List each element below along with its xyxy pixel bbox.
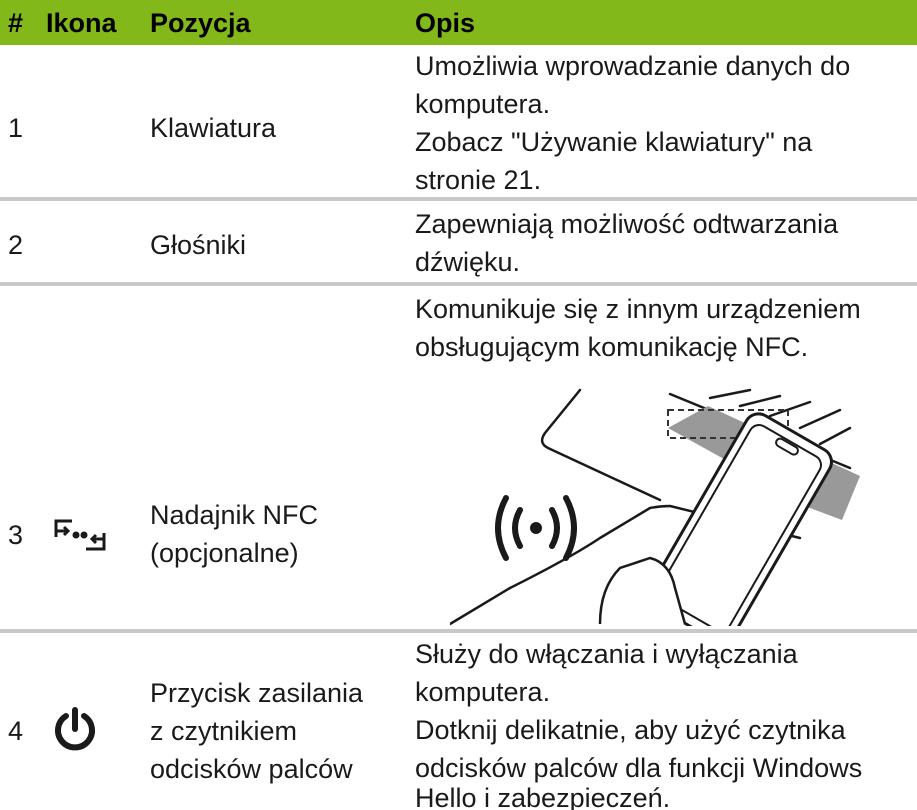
description: odcisków palców dla funkcji Windows — [415, 753, 863, 783]
description: Służy do włączania i wyłączania — [415, 639, 798, 669]
description: stronie 21. — [415, 165, 542, 195]
description: Zapewniają możliwość odtwarzania — [415, 209, 839, 239]
header-cell: Ikona — [46, 8, 117, 38]
description: Umożliwia wprowadzanie danych do — [415, 51, 851, 81]
row-separator — [0, 197, 917, 201]
header-cell: Opis — [415, 8, 476, 38]
position: Nadajnik NFC — [150, 500, 319, 530]
position: Klawiatura — [150, 113, 277, 143]
row-number: 4 — [8, 716, 24, 746]
nfc-icon — [54, 519, 106, 551]
position: (opcjonalne) — [150, 538, 299, 568]
position: z czytnikiem — [150, 716, 298, 746]
position: Głośniki — [150, 230, 247, 260]
description: komputera. — [415, 677, 551, 707]
description: Zobacz "Używanie klawiatury" na — [415, 127, 813, 157]
row-separator — [0, 629, 917, 633]
row-number: 1 — [8, 113, 24, 143]
nfc-illustration — [450, 388, 860, 626]
row-separator — [0, 282, 917, 286]
description: obsługującym komunikację NFC. — [415, 332, 809, 362]
power-icon — [55, 707, 95, 751]
description: komputera. — [415, 89, 551, 119]
row-number: 3 — [8, 520, 24, 550]
header-cell: # — [8, 8, 24, 38]
position: Przycisk zasilania — [150, 678, 364, 708]
description: dźwięku. — [415, 247, 521, 277]
position: odcisków palców — [150, 754, 353, 784]
description: Dotknij delikatnie, aby użyć czytnika — [415, 715, 846, 745]
header-cell: Pozycja — [150, 8, 251, 38]
table-header: # Ikona Pozycja Opis — [0, 0, 917, 45]
row-number: 2 — [8, 230, 24, 260]
description: Hello i zabezpieczeń. — [415, 783, 671, 810]
description: Komunikuje się z innym urządzeniem — [415, 294, 861, 324]
